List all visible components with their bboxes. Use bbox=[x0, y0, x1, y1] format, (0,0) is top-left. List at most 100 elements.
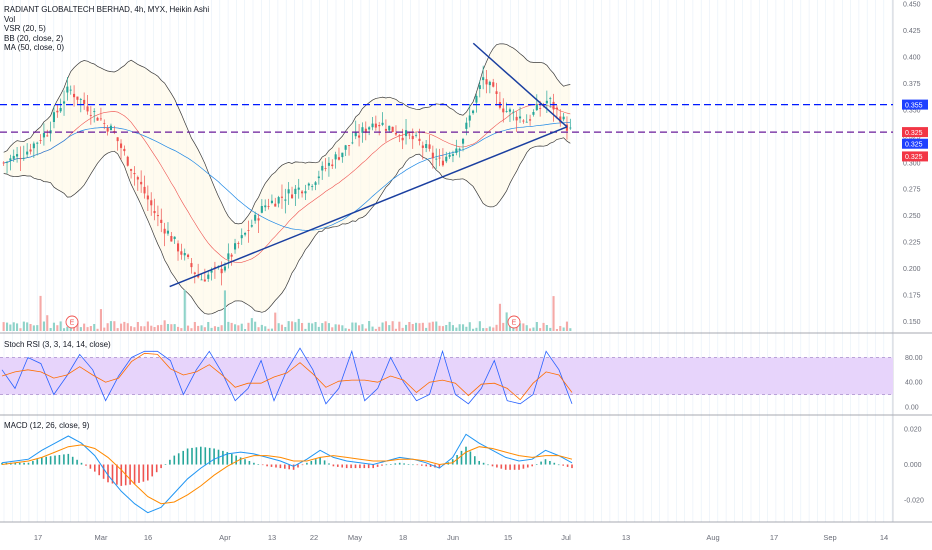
candle-body bbox=[207, 274, 210, 279]
symbol-title[interactable]: RADIANT GLOBALTECH BERHAD, 4h, MYX, Heik… bbox=[4, 5, 210, 14]
candle-body bbox=[126, 156, 129, 166]
candle-body bbox=[227, 253, 230, 260]
macd-histogram-bar bbox=[36, 459, 39, 465]
macd-histogram-bar bbox=[89, 464, 92, 469]
price-tick-label: 0.200 bbox=[903, 266, 921, 273]
volume-bar bbox=[22, 321, 25, 331]
macd-histogram-bar bbox=[425, 464, 427, 467]
macd-histogram-bar bbox=[301, 464, 304, 466]
candle-body bbox=[150, 200, 153, 206]
macd-histogram-bar bbox=[200, 446, 202, 465]
volume-bar bbox=[478, 321, 481, 331]
volume-bar bbox=[294, 322, 297, 331]
candle-body bbox=[351, 142, 354, 144]
candle-body bbox=[267, 206, 270, 207]
vsr-indicator-label[interactable]: VSR (20, 5) bbox=[4, 24, 46, 33]
moving-average-line bbox=[3, 121, 571, 231]
candle-body bbox=[374, 123, 377, 128]
candle-body bbox=[79, 99, 82, 100]
candle-body bbox=[213, 266, 216, 268]
candle-body bbox=[297, 187, 300, 190]
candle-body bbox=[438, 157, 441, 159]
volume-bar bbox=[16, 323, 19, 331]
time-tick-label: 22 bbox=[310, 533, 318, 542]
volume-bar bbox=[388, 325, 391, 331]
volume-bar bbox=[401, 327, 404, 331]
volume-bar bbox=[190, 328, 193, 331]
volume-bar bbox=[519, 323, 522, 331]
volume-bar bbox=[254, 321, 257, 331]
candle-body bbox=[441, 160, 444, 166]
macd-histogram-bar bbox=[518, 464, 520, 470]
macd-histogram-bar bbox=[288, 464, 290, 470]
time-tick-label: Sep bbox=[823, 533, 836, 542]
macd-layer bbox=[1, 433, 573, 514]
macd-histogram-bar bbox=[394, 463, 397, 465]
volume-bar bbox=[19, 328, 22, 331]
volume-bar bbox=[66, 326, 69, 331]
volume-bar bbox=[217, 326, 220, 331]
macd-legend: MACD (12, 26, close, 9) bbox=[4, 421, 89, 431]
volume-bar bbox=[76, 322, 79, 331]
macd-label[interactable]: MACD (12, 26, close, 9) bbox=[4, 421, 90, 430]
stoch-rsi-label[interactable]: Stoch RSI (3, 3, 14, 14, close) bbox=[4, 340, 111, 349]
candle-body bbox=[163, 228, 166, 234]
volume-bar bbox=[331, 327, 334, 331]
vol-indicator-label[interactable]: Vol bbox=[4, 14, 16, 24]
macd-histogram-bar bbox=[323, 460, 326, 465]
volume-bar bbox=[153, 327, 156, 331]
macd-signal-line bbox=[1, 444, 573, 505]
volume-bar bbox=[472, 328, 475, 331]
macd-histogram-bar bbox=[239, 457, 242, 465]
volume-bar bbox=[160, 324, 163, 331]
macd-histogram-bar bbox=[266, 464, 268, 467]
volume-bar bbox=[408, 322, 411, 331]
price-tick-label: 0.150 bbox=[903, 319, 921, 326]
candle-body bbox=[183, 253, 186, 256]
candle-body bbox=[475, 95, 478, 103]
macd-histogram-bar bbox=[376, 464, 379, 467]
candle-body bbox=[559, 116, 562, 123]
candle-body bbox=[237, 243, 240, 244]
candle-body bbox=[388, 125, 391, 131]
candle-body bbox=[6, 161, 9, 163]
price-tick-label: 0.175 bbox=[903, 292, 921, 299]
volume-bar bbox=[485, 328, 488, 331]
bb-indicator-label[interactable]: BB (20, close, 2) bbox=[4, 33, 64, 43]
price-tick-label: 0.300 bbox=[903, 160, 921, 167]
macd-tick-label: 0.000 bbox=[904, 462, 922, 469]
candle-body bbox=[109, 125, 112, 131]
macd-histogram-bar bbox=[177, 453, 180, 465]
macd-histogram-bar bbox=[544, 459, 547, 465]
volume-bar bbox=[146, 321, 149, 331]
macd-histogram-bar bbox=[18, 462, 21, 465]
macd-histogram-bar bbox=[531, 464, 533, 467]
volume-bar bbox=[250, 318, 253, 331]
candle-body bbox=[93, 111, 96, 112]
earnings-marker: E bbox=[65, 315, 79, 329]
candle-body bbox=[378, 125, 381, 127]
volume-bar bbox=[106, 323, 109, 331]
volume-bar bbox=[99, 309, 102, 331]
volume-bar bbox=[113, 321, 116, 331]
ma-indicator-label[interactable]: MA (50, close, 0) bbox=[4, 43, 65, 52]
volume-bar bbox=[230, 322, 233, 331]
time-tick-label: 13 bbox=[622, 533, 630, 542]
time-tick-label: 15 bbox=[504, 533, 512, 542]
candle-body bbox=[156, 215, 159, 217]
volume-bar bbox=[354, 322, 357, 331]
candle-body bbox=[435, 158, 438, 160]
candle-body bbox=[264, 205, 267, 208]
candle-body bbox=[552, 101, 555, 110]
volume-bar bbox=[398, 321, 401, 331]
volume-bar bbox=[415, 322, 418, 331]
price-tag-bg bbox=[902, 138, 928, 149]
candle-body bbox=[368, 127, 371, 130]
candle-body bbox=[274, 203, 277, 207]
candle-body bbox=[549, 98, 552, 99]
candle-body bbox=[327, 162, 330, 166]
macd-histogram-bar bbox=[94, 464, 96, 472]
volume-bar bbox=[180, 328, 183, 331]
volume-bar bbox=[391, 321, 394, 331]
